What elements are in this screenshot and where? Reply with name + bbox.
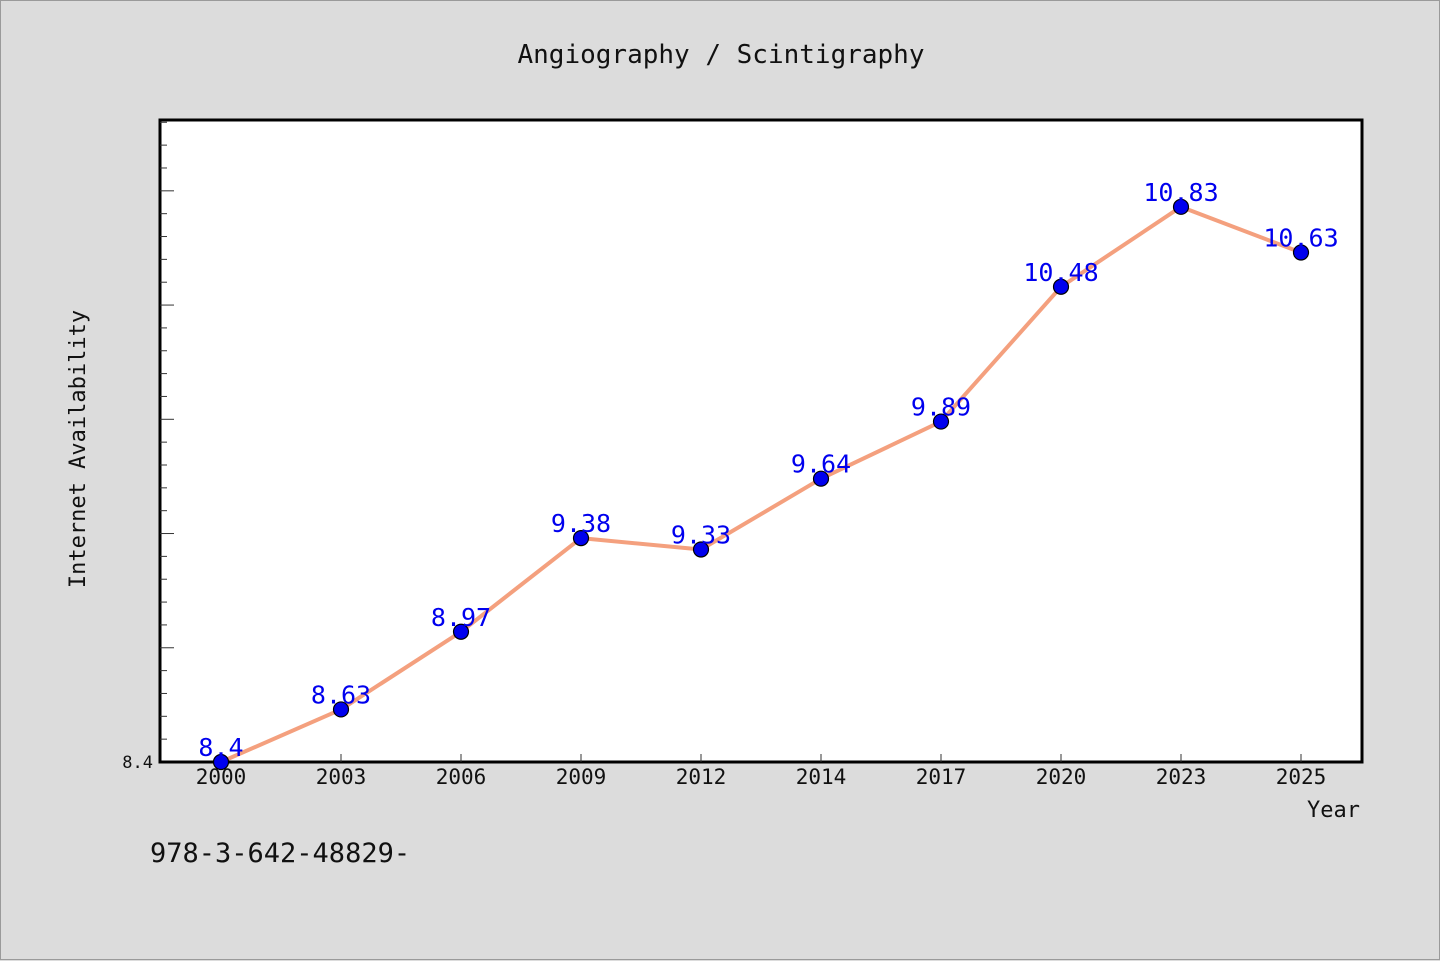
- data-point: [572, 529, 590, 547]
- x-tick-label: 2020: [1036, 765, 1087, 789]
- x-tick-label: 2009: [556, 765, 607, 789]
- data-label: 8.97: [431, 603, 491, 632]
- x-tick-label: 2023: [1156, 765, 1207, 789]
- data-point: [1052, 278, 1070, 295]
- data-label: 9.89: [911, 393, 971, 422]
- data-label: 9.33: [671, 521, 731, 550]
- x-tick-label: 2025: [1276, 765, 1327, 789]
- x-tick-label: 2006: [436, 765, 487, 789]
- data-label: 8.4: [198, 733, 243, 762]
- data-label: 10.63: [1263, 224, 1338, 253]
- data-point: [452, 623, 470, 640]
- y-tick-label: 8.4: [122, 753, 153, 773]
- data-label: 10.48: [1023, 258, 1098, 287]
- data-label: 9.64: [791, 450, 851, 479]
- x-tick-label: 2003: [316, 765, 367, 789]
- data-point: [1172, 198, 1190, 215]
- data-label: 9.38: [551, 509, 611, 538]
- data-point: [692, 541, 710, 558]
- data-label: 10.83: [1143, 178, 1218, 207]
- plot-area: [158, 118, 1364, 764]
- data-point: [212, 753, 230, 771]
- x-tick-label: 2017: [916, 765, 967, 789]
- y-axis-label: Internet Availability: [66, 310, 91, 588]
- series-layer: 8.4 8.63 8.97 9.38 9.33 9.64 9.89 10.48 10.83 10.…: [198, 178, 1339, 771]
- data-point: [812, 470, 830, 487]
- data-point: [332, 701, 350, 718]
- series-line: [219, 204, 1303, 764]
- x-tick-label: 2014: [796, 765, 847, 789]
- y-axis-ticks: [160, 121, 174, 740]
- data-label: 8.63: [311, 680, 371, 709]
- data-point: [932, 413, 950, 430]
- x-tick-label: 2012: [676, 765, 727, 789]
- x-axis-tick-labels: 2000 2003 2006 2009 2012 2014 2017 2020 2023 2025: [196, 765, 1327, 789]
- footer-text: 978-3-642-48829-: [150, 838, 410, 869]
- data-point: [1292, 244, 1310, 261]
- x-axis-label: Year: [1307, 798, 1360, 823]
- chart-title: Angiography / Scintigraphy: [518, 40, 925, 70]
